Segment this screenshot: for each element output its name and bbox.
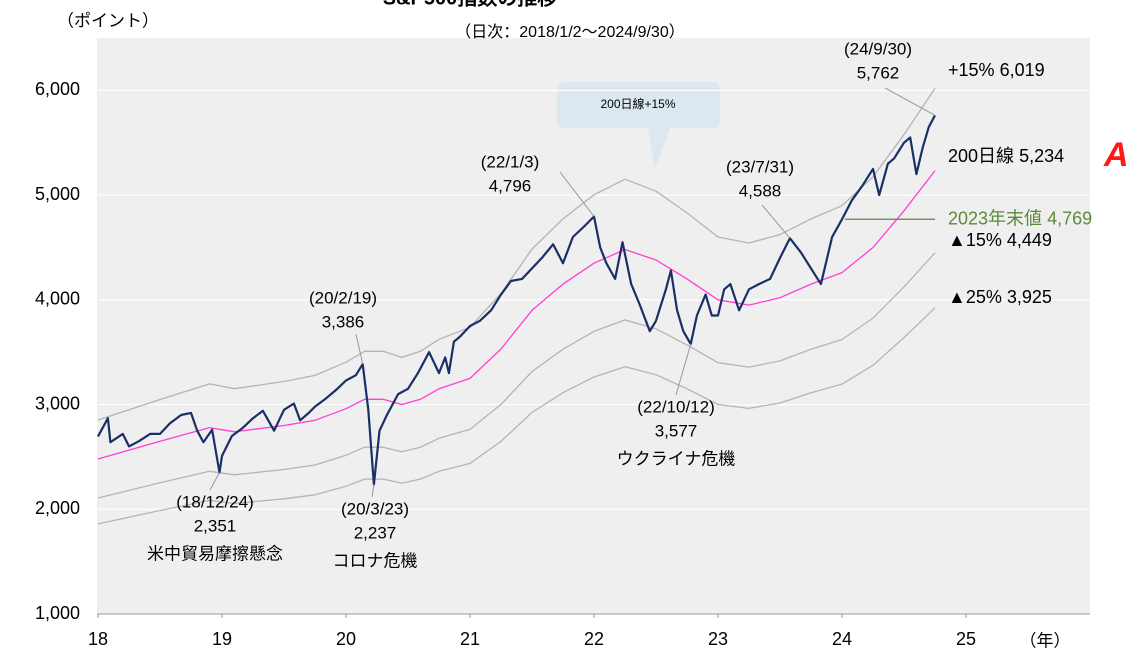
annotation-leader [209, 472, 220, 491]
series-last-label: 4,449 [1007, 230, 1052, 250]
series-name: 200日線 [948, 146, 1014, 166]
annotation-leader [371, 484, 375, 498]
series-end-label: 200日線 5,234 [948, 146, 1064, 166]
chart-subtitle: （日次：2018/1/2～2024/9/30） [455, 23, 684, 41]
series-name: ▲15% [948, 230, 1002, 250]
annotation-value: 2,351 [194, 516, 237, 535]
annotation-value: 2,237 [354, 523, 397, 542]
annotation-note: ウクライナ危機 [617, 449, 736, 468]
x-tick-label: 22 [584, 629, 604, 649]
y-axis-label: （ポイント） [57, 11, 159, 30]
annotation-date: (18/12/24) [176, 492, 254, 511]
series-line [97, 252, 936, 499]
plot-area [97, 38, 1090, 614]
y-tick-label: 6,000 [35, 79, 80, 99]
x-tick-label: 21 [460, 629, 480, 649]
callout-text: 200日線+15% [600, 96, 675, 111]
annotation-value: 4,796 [489, 176, 532, 195]
y-tick-label: 4,000 [35, 289, 80, 309]
y-tick-label: 1,000 [35, 603, 80, 623]
x-axis-label: （年） [1020, 631, 1071, 650]
annotation-leader [884, 87, 936, 116]
y-tick-label: 3,000 [35, 393, 80, 413]
y-tick-label: 5,000 [35, 184, 80, 204]
annotation-value: 5,762 [857, 63, 900, 82]
series-line [97, 170, 936, 460]
annotation-note: 米中貿易摩擦懸念 [147, 543, 283, 563]
year-end-value: 4,769 [1047, 208, 1092, 228]
annotation-leader [355, 333, 364, 365]
series-line [97, 88, 936, 421]
year-end-name: 2023年末値 [948, 208, 1042, 228]
callout-box [557, 82, 720, 168]
x-tick-label: 19 [212, 629, 232, 649]
annotation-value: 3,386 [322, 312, 365, 331]
annotation-date: (22/1/3) [481, 152, 540, 171]
annotation-leader [559, 171, 595, 217]
x-tick-label: 24 [832, 629, 852, 649]
annotation-date: (23/7/31) [726, 157, 794, 176]
annotation-note: コロナ危機 [333, 551, 418, 570]
year-end-label: 2023年末値 4,769 [948, 208, 1092, 228]
annotation-date: (20/3/23) [341, 499, 409, 518]
series-last-label: 5,234 [1019, 146, 1064, 166]
series-name: +15% [948, 60, 995, 80]
series-end-label: ▲25% 3,925 [948, 287, 1052, 307]
annotation-date: (20/2/19) [309, 288, 377, 307]
x-tick-label: 25 [956, 629, 976, 649]
annotation-value: 4,588 [739, 181, 782, 200]
annotation-value: 3,577 [655, 421, 698, 440]
series-last-label: 3,925 [1007, 287, 1052, 307]
chart-title: S&P500指数の推移 [383, 0, 558, 9]
series-last-label: 6,019 [1000, 60, 1045, 80]
x-tick-label: 23 [708, 629, 728, 649]
series-line [97, 307, 936, 525]
annotation-date: (22/10/12) [637, 397, 715, 416]
corner-mark: A [1103, 136, 1126, 174]
x-tick-label: 18 [88, 629, 108, 649]
x-tick-label: 20 [336, 629, 356, 649]
series-end-label: +15% 6,019 [948, 60, 1045, 80]
y-tick-label: 2,000 [35, 498, 80, 518]
series-name: ▲25% [948, 287, 1002, 307]
annotation-date: (24/9/30) [844, 39, 912, 58]
annotation-leader [675, 343, 692, 396]
series-end-label: ▲15% 4,449 [948, 230, 1052, 250]
annotation-leader [761, 204, 791, 239]
series-line [97, 114, 936, 486]
